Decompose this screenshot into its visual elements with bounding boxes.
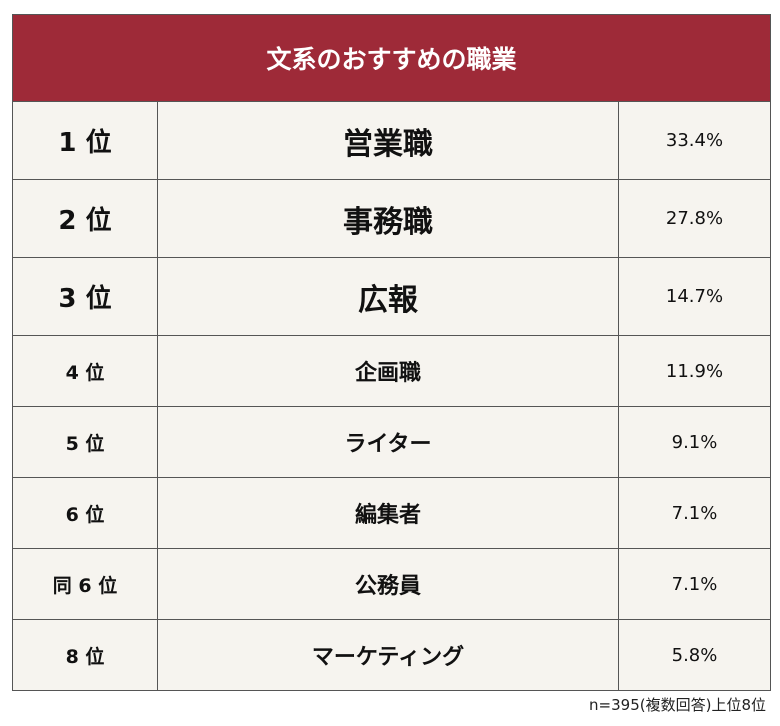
rank-cell: 1 位 (12, 101, 158, 180)
table-row: 同 6 位公務員 7.1% (12, 548, 771, 620)
table-row: 1 位営業職 33.4% (12, 101, 771, 180)
pct-cell: 14.7% (618, 257, 771, 336)
rank-cell: 8 位 (12, 619, 158, 691)
job-cell: マーケティング (157, 619, 619, 691)
job-cell: 営業職 (157, 101, 619, 180)
pct-cell: 33.4% (618, 101, 771, 180)
table-row: 4 位企画職 11.9% (12, 335, 771, 407)
pct-cell: 9.1% (618, 406, 771, 478)
job-cell: 公務員 (157, 548, 619, 620)
pct-cell: 7.1% (618, 548, 771, 620)
pct-cell: 7.1% (618, 477, 771, 549)
job-cell: 事務職 (157, 179, 619, 258)
job-cell: 編集者 (157, 477, 619, 549)
job-cell: ライター (157, 406, 619, 478)
pct-cell: 11.9% (618, 335, 771, 407)
table-row: 5 位ライター 9.1% (12, 406, 771, 478)
rank-cell: 同 6 位 (12, 548, 158, 620)
table-row: 2 位事務職 27.8% (12, 179, 771, 258)
rank-cell: 2 位 (12, 179, 158, 258)
rank-cell: 4 位 (12, 335, 158, 407)
table-row: 6 位編集者 7.1% (12, 477, 771, 549)
table-title: 文系のおすすめの職業 (12, 14, 771, 102)
rank-cell: 6 位 (12, 477, 158, 549)
job-cell: 広報 (157, 257, 619, 336)
pct-cell: 27.8% (618, 179, 771, 258)
rank-cell: 5 位 (12, 406, 158, 478)
footnote: n=395(複数回答)上位8位 (589, 696, 766, 714)
table-row: 3 位広報 14.7% (12, 257, 771, 336)
job-cell: 企画職 (157, 335, 619, 407)
pct-cell: 5.8% (618, 619, 771, 691)
table-row: 8 位マーケティング 5.8% (12, 619, 771, 691)
ranking-table: 文系のおすすめの職業 1 位営業職 33.4% 2 位事務職 27.8% 3 位広報 14… (12, 14, 771, 691)
rank-cell: 3 位 (12, 257, 158, 336)
